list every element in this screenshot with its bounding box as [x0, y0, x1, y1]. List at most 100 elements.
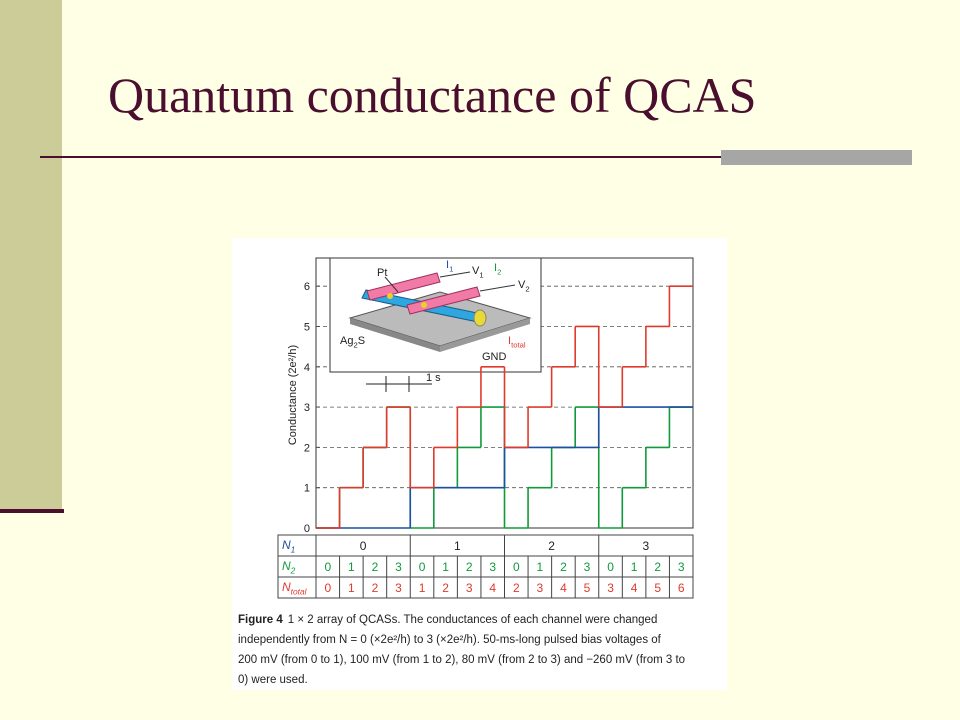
row-label: N1 — [282, 538, 295, 555]
caption-label: Figure 4 — [238, 614, 283, 626]
table-cell: 0 — [419, 560, 426, 574]
table-cell: 1 — [442, 560, 449, 574]
label-gnd: GND — [482, 351, 507, 363]
row-label-sub: 2 — [290, 566, 296, 576]
title-rule-accent — [721, 150, 912, 165]
ag2s-end — [473, 309, 487, 327]
row-label-main: N — [282, 580, 291, 594]
y-tick-label: 5 — [304, 321, 310, 333]
row-label-sub: 1 — [291, 545, 296, 555]
table-cell: 2 — [513, 581, 520, 595]
label-gnd-main: GND — [482, 351, 507, 363]
label-ag2s-main: Ag — [340, 335, 353, 347]
table-cell: 2 — [548, 539, 555, 553]
table-cell: 2 — [372, 560, 379, 574]
row-label-sub: total — [291, 587, 308, 597]
row-label: N2 — [282, 559, 296, 576]
substrate-side2 — [440, 318, 530, 352]
substrate-side — [350, 318, 440, 352]
table-cell: 3 — [678, 560, 685, 574]
table-cell: 2 — [372, 581, 379, 595]
lead-2 — [479, 284, 516, 292]
label-ag2s: Ag2S — [340, 335, 365, 349]
caption-line: 200 mV (from 0 to 1), 100 mV (from 1 to … — [238, 654, 685, 666]
table-cell: 4 — [631, 581, 638, 595]
y-tick-label: 1 — [304, 483, 310, 495]
table-cell: 0 — [513, 560, 520, 574]
table-cell: 1 — [631, 560, 638, 574]
y-tick-label: 6 — [304, 281, 310, 293]
caption-text: 1 × 2 array of QCASs. The conductances o… — [288, 614, 658, 626]
table-cell: 4 — [489, 581, 496, 595]
table-cell: 1 — [348, 581, 355, 595]
table-cell: 0 — [360, 539, 367, 553]
table-cell: 1 — [348, 560, 355, 574]
row-label: Ntotal — [282, 580, 308, 597]
label-v1-sub: 1 — [479, 270, 483, 279]
label-v1: V1 — [472, 265, 484, 279]
table-cell: 2 — [442, 581, 449, 595]
y-tick-label: 2 — [304, 442, 310, 454]
y-axis-label: Conductance (2e²/h) — [287, 345, 299, 445]
label-time-main: 1 s — [426, 372, 441, 384]
label-i2-sub: 2 — [497, 267, 501, 276]
table-cell: 3 — [584, 560, 591, 574]
label-v2-sub: 2 — [525, 284, 529, 293]
label-i1-main: I — [446, 259, 449, 271]
table-cell: 4 — [560, 581, 567, 595]
table-cell: 5 — [584, 581, 591, 595]
label-itotal-sub: total — [511, 340, 526, 349]
caption-line: 0) were used. — [238, 674, 308, 686]
label-i1-sub: 1 — [449, 264, 453, 273]
table-cell: 2 — [654, 560, 661, 574]
label-v2: V2 — [518, 279, 530, 293]
pt-pointer — [384, 276, 399, 293]
table-cell: 3 — [537, 581, 544, 595]
table-cell: 2 — [466, 560, 473, 574]
table-cell: 0 — [324, 560, 331, 574]
table-cell: 3 — [395, 581, 402, 595]
label-v1-main: V — [472, 265, 480, 277]
contact-2 — [421, 302, 427, 308]
contact-1 — [387, 293, 393, 299]
label-i2-main: I — [494, 262, 497, 274]
table-cell: 6 — [678, 581, 685, 595]
table-frame — [277, 534, 694, 599]
label-i1: I1 — [446, 259, 453, 273]
table-cell: 5 — [654, 581, 661, 595]
row-label-main: N — [282, 538, 291, 552]
table-cell: 2 — [560, 560, 567, 574]
title-rule — [40, 156, 912, 158]
side-bar-rule — [0, 509, 64, 513]
y-tick-label: 3 — [304, 402, 310, 414]
table-cell: 0 — [607, 560, 614, 574]
table-cell: 1 — [419, 581, 426, 595]
table-cell: 3 — [395, 560, 402, 574]
label-ag2s-tail: S — [358, 335, 365, 347]
label-ag2s-sub: 2 — [353, 340, 357, 349]
caption-line: Figure 4 1 × 2 array of QCASs. The conduc… — [238, 614, 657, 626]
label-pt-main: Pt — [377, 267, 387, 279]
side-bar — [0, 0, 62, 510]
label-pt: Pt — [377, 267, 387, 279]
label-time: 1 s — [426, 372, 441, 384]
label-itotal: Itotal — [508, 335, 526, 349]
table-cell: 3 — [643, 539, 650, 553]
row-label-main: N — [282, 559, 291, 573]
lead-1 — [439, 271, 471, 278]
table-cell: 3 — [489, 560, 496, 574]
table-cell: 3 — [607, 581, 614, 595]
pt-wire-1 — [366, 272, 441, 301]
y-tick-label: 4 — [304, 362, 310, 374]
table-cell: 0 — [324, 581, 331, 595]
table-cell: 1 — [454, 539, 461, 553]
label-v2-main: V — [518, 279, 526, 291]
y-tick-label: 0 — [304, 523, 310, 535]
slide-title: Quantum conductance of QCAS — [108, 67, 756, 123]
label-i2: I2 — [494, 262, 501, 276]
table-cell: 3 — [466, 581, 473, 595]
table-cell: 1 — [537, 560, 544, 574]
caption-line: independently from N = 0 (×2e²/h) to 3 (… — [238, 634, 662, 646]
label-itotal-main: I — [508, 335, 511, 347]
